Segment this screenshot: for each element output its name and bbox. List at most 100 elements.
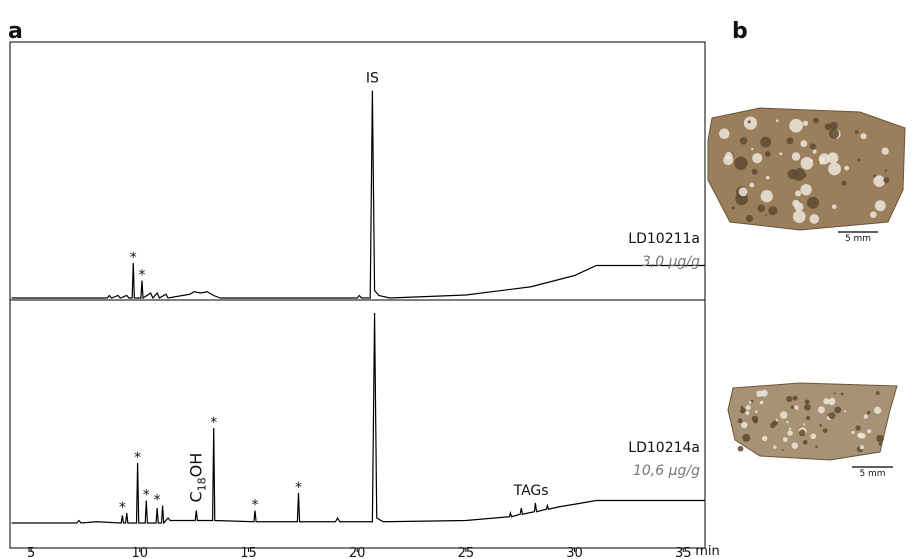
photo-grain bbox=[812, 117, 819, 124]
photo-grain bbox=[803, 423, 806, 426]
photo-grain bbox=[790, 405, 794, 410]
photo-grain bbox=[768, 205, 778, 216]
photo-grain bbox=[737, 418, 743, 424]
photo-grain bbox=[740, 405, 744, 409]
peak-marker: * bbox=[134, 450, 141, 466]
photo-grain bbox=[787, 430, 793, 436]
photo-grain bbox=[775, 119, 779, 123]
peak-marker: * bbox=[154, 493, 161, 509]
photo-grain bbox=[751, 415, 759, 423]
photo-grain bbox=[828, 162, 841, 176]
photo-grain bbox=[791, 152, 801, 161]
x-tick-label: 10 bbox=[132, 546, 149, 559]
photo-grain bbox=[718, 128, 730, 139]
photo-grain bbox=[812, 149, 817, 154]
photo-grain bbox=[749, 182, 755, 188]
photo-grain bbox=[794, 405, 799, 410]
photo-grain bbox=[870, 211, 877, 218]
photo-grain bbox=[854, 129, 859, 134]
photo-grain bbox=[873, 175, 885, 187]
photo-grain bbox=[731, 206, 735, 210]
photo-grain bbox=[844, 165, 850, 171]
peak-label: C18OH bbox=[186, 453, 208, 503]
photo-grain bbox=[875, 391, 880, 396]
x-axis-label: min bbox=[695, 544, 720, 559]
photo-grain bbox=[764, 151, 771, 157]
photo-grain bbox=[741, 422, 748, 429]
photo-grain bbox=[829, 121, 838, 130]
panel-label: a bbox=[8, 19, 23, 44]
photo-grain bbox=[791, 442, 799, 449]
photo-grain bbox=[834, 406, 842, 414]
photo-grain bbox=[779, 152, 783, 156]
photo-grain bbox=[833, 392, 836, 395]
peak-marker: * bbox=[210, 415, 217, 431]
plot-frame bbox=[9, 41, 706, 549]
photo-grain bbox=[823, 398, 830, 405]
photo-grain bbox=[775, 418, 779, 422]
photo-grain bbox=[857, 158, 861, 162]
peak-marker: * bbox=[138, 268, 145, 284]
photo-grain bbox=[878, 442, 883, 446]
photo-grain bbox=[867, 429, 872, 434]
photo-grain bbox=[819, 423, 823, 427]
photo-grain bbox=[759, 400, 764, 405]
photo-grain bbox=[789, 118, 804, 133]
sample-name: LD10214a bbox=[628, 440, 700, 456]
photo-grain bbox=[817, 406, 825, 414]
chromatogram-trace bbox=[11, 312, 705, 525]
photo-grain bbox=[828, 412, 836, 420]
photo-grain bbox=[786, 395, 793, 403]
label-part: 18 bbox=[195, 477, 208, 491]
photo-grain bbox=[844, 410, 847, 413]
photo-grain bbox=[757, 204, 766, 213]
photo-grain bbox=[755, 410, 758, 414]
photo-grain bbox=[858, 432, 865, 439]
photo-grain bbox=[788, 427, 792, 431]
peak-marker: * bbox=[119, 500, 126, 516]
x-tick-label: 20 bbox=[349, 546, 366, 559]
scale-bar-label: 5 mm bbox=[845, 234, 871, 244]
peak-label: TAGs bbox=[513, 483, 549, 499]
sample-concentration: 10,6 µg/g bbox=[633, 463, 700, 479]
photo-grain bbox=[756, 390, 763, 397]
photo-grain bbox=[760, 190, 773, 203]
photo-grain bbox=[725, 151, 733, 160]
sample-photo bbox=[727, 382, 898, 461]
photo-grain bbox=[873, 174, 877, 178]
x-tick-label: 30 bbox=[566, 546, 583, 559]
label-part: OH bbox=[186, 453, 205, 478]
x-tick-label: 25 bbox=[458, 546, 475, 559]
photo-grain bbox=[761, 435, 768, 442]
label-part: C bbox=[186, 491, 205, 502]
photo-grain bbox=[876, 434, 884, 443]
photo-grain bbox=[745, 405, 751, 411]
photo-grain bbox=[760, 389, 768, 397]
photo-grain bbox=[827, 152, 839, 164]
scale-bar-label: 5 mm bbox=[859, 469, 885, 479]
photo-grain bbox=[773, 445, 777, 449]
photo-grain bbox=[751, 168, 758, 175]
photo-grain bbox=[804, 403, 811, 411]
photo-grain bbox=[822, 428, 828, 434]
photo-grain bbox=[867, 410, 871, 415]
photo-grain bbox=[786, 137, 794, 145]
photo-grain bbox=[863, 414, 868, 419]
photo-grain bbox=[751, 147, 754, 151]
photo-grain bbox=[739, 407, 746, 414]
photo-grain bbox=[745, 411, 750, 416]
photo-grain bbox=[782, 437, 788, 442]
photo-grain bbox=[873, 406, 882, 414]
peak-marker: * bbox=[252, 498, 259, 514]
photo-grain bbox=[745, 214, 754, 223]
chromatogram-trace bbox=[11, 90, 705, 300]
photo-grain bbox=[802, 120, 809, 126]
peak-label: IS bbox=[366, 71, 379, 87]
sample-concentration: 3,0 µg/g bbox=[642, 254, 700, 270]
photo-grain bbox=[786, 420, 789, 424]
photo-grain bbox=[840, 392, 844, 396]
photo-grain bbox=[800, 156, 814, 170]
photo-grain bbox=[851, 430, 855, 435]
photo-grain bbox=[792, 168, 806, 181]
